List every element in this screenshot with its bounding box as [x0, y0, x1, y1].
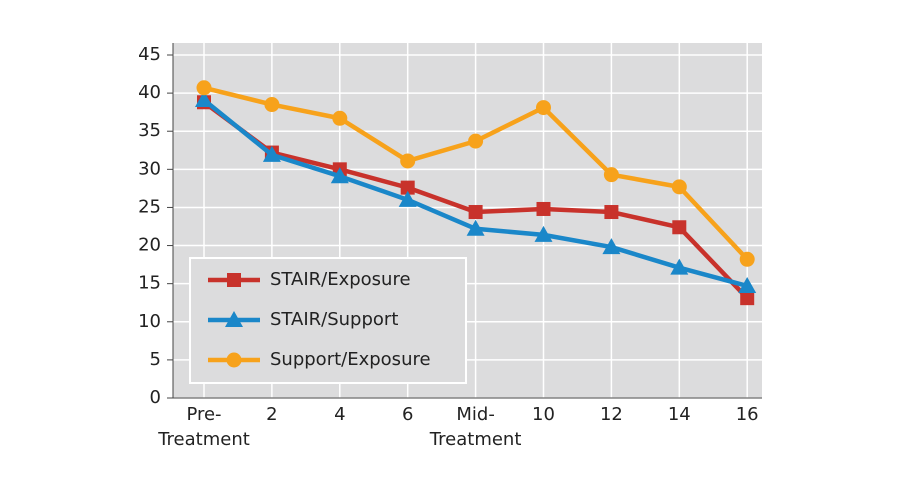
y-tick-label: 30 — [138, 158, 161, 179]
marker — [536, 201, 551, 216]
marker — [672, 220, 687, 235]
x-tick-label: 14 — [667, 404, 691, 425]
x-tick-label: 12 — [599, 404, 623, 425]
marker — [264, 97, 280, 113]
y-tick-label: 0 — [150, 387, 161, 408]
marker — [534, 225, 553, 242]
marker — [468, 205, 483, 220]
marker — [739, 251, 755, 267]
y-tick-label: 5 — [150, 349, 161, 370]
y-tick-label: 40 — [138, 82, 161, 103]
marker — [226, 352, 242, 368]
marker — [670, 258, 689, 275]
x-tick-label: 2 — [266, 404, 278, 425]
y-tick-label: 25 — [138, 196, 161, 217]
x-tick-label: 10 — [532, 404, 555, 425]
marker — [468, 133, 484, 149]
x-tick-label: 16 — [735, 404, 759, 425]
x-tick-label: 6 — [401, 404, 414, 425]
y-tick-label: 10 — [138, 311, 161, 332]
marker — [332, 110, 348, 126]
marker — [603, 167, 619, 183]
x-tick-label: 4 — [334, 404, 346, 425]
y-tick-label: 15 — [138, 273, 161, 294]
marker — [262, 145, 281, 162]
marker — [740, 291, 755, 306]
marker — [466, 219, 485, 236]
marker — [398, 190, 417, 207]
marker — [604, 205, 619, 220]
y-tick-label: 20 — [138, 235, 161, 256]
marker — [400, 153, 416, 169]
marker — [671, 179, 687, 195]
marker — [225, 311, 243, 327]
marker — [602, 238, 621, 255]
y-tick-label: 45 — [138, 44, 161, 65]
legend-label: STAIR/Support — [270, 309, 398, 330]
x-tick-label: Pre- Treatment — [158, 404, 250, 450]
marker — [227, 273, 241, 287]
x-tick-label: Mid- Treatment — [429, 404, 522, 450]
marker — [400, 180, 415, 195]
legend-label: Support/Exposure — [270, 349, 431, 370]
legend-label: STAIR/Exposure — [270, 269, 411, 290]
marker — [536, 100, 551, 116]
marker — [330, 167, 349, 184]
marker — [195, 90, 213, 107]
marker — [738, 276, 757, 293]
y-tick-label: 35 — [138, 120, 161, 141]
marker — [196, 80, 212, 96]
